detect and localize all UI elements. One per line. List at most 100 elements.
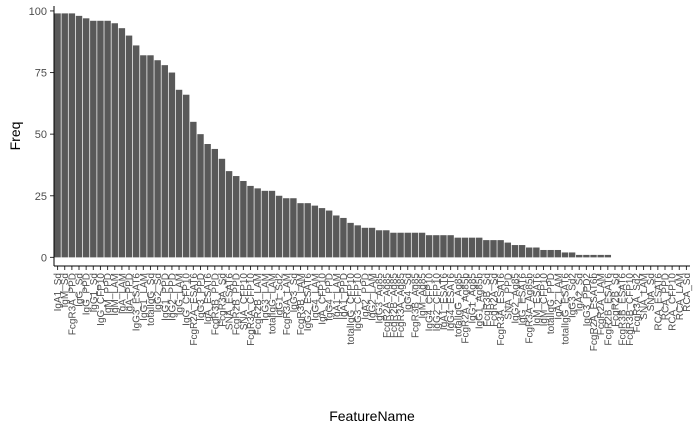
bar: [261, 190, 269, 258]
x-tick-label: FcgR3B_Sd: [482, 273, 493, 327]
x-tick-label: FcgR2B_Ag85: [389, 273, 400, 338]
x-tick-label: IgM_Ag85: [418, 273, 429, 319]
bar: [411, 232, 419, 258]
bar: [461, 237, 469, 258]
bar: [147, 55, 154, 258]
x-tick-label: IgG_CFP10: [96, 273, 107, 326]
x-tick-label: IgG1_Sd2: [275, 273, 286, 318]
x-tick-label: IgG1_PPD: [160, 273, 171, 321]
x-tick-label: IgM_LAM: [110, 273, 121, 316]
bar: [390, 232, 397, 258]
x-tick-label: IgG3_Ag85: [375, 273, 386, 324]
bar: [604, 254, 612, 258]
bar: [568, 252, 576, 258]
bar: [597, 254, 604, 258]
bars-group: [54, 13, 612, 258]
x-tick-label: IgG1_Sd: [89, 273, 100, 312]
bar: [504, 242, 511, 258]
bar: [90, 20, 97, 258]
bar: [125, 35, 133, 258]
bar: [54, 13, 61, 258]
x-tick-label: IgG_LAM: [175, 273, 186, 315]
x-tick-label: SNA_ESAT6: [225, 273, 236, 330]
bar: [533, 247, 540, 258]
bar: [161, 65, 168, 258]
x-tick-label: RCA_PPD: [660, 273, 671, 320]
bar: [275, 195, 283, 258]
x-tick-label: IgG_ESAT6: [518, 273, 529, 326]
x-tick-label: FcgR3A_LAM: [282, 273, 293, 335]
bar: [118, 28, 126, 258]
x-tick-label: IgG4_PPD: [325, 273, 336, 321]
x-tick-label: FcgR2B_ESAT6: [603, 273, 614, 346]
bar: [61, 13, 68, 258]
bar: [233, 176, 240, 258]
x-tick-label: IgA_LAM: [117, 273, 128, 314]
bar: [526, 247, 533, 258]
y-tick-label: 0: [41, 252, 47, 264]
x-tick-label: IgG4_Sd: [403, 273, 414, 312]
x-tick-label: FcgR2A_LAM: [596, 273, 607, 335]
x-tick-label: IgG2_PPD: [167, 273, 178, 321]
x-tick-label: FcgR2A_ESAT6: [189, 273, 200, 346]
x-tick-label: FcgR3B_ESAT6: [618, 273, 629, 346]
x-tick-label: SNA_PPD: [503, 273, 514, 320]
x-tick-label: SNA_Sd: [646, 273, 657, 311]
bar: [218, 158, 226, 258]
bar: [268, 190, 276, 258]
x-tick-label: totalIgG_PPD: [546, 273, 557, 334]
x-tick-label: FcgR3B_LAM: [296, 273, 307, 335]
bar: [454, 237, 461, 258]
x-tick-label: FcgR3B_CFP10: [625, 273, 636, 346]
bar: [440, 235, 447, 258]
bar: [483, 240, 490, 258]
bar: [361, 227, 369, 258]
x-tick-label: IgA2_LAM: [553, 273, 564, 320]
bar: [283, 198, 290, 258]
x-tick-label: IgG3_CFP10: [353, 273, 364, 332]
x-tick-label: RCA_LAM: [675, 273, 686, 320]
bar: [175, 89, 183, 258]
bar: [333, 215, 340, 258]
x-tick-label: RCA_CFP10: [668, 273, 679, 331]
x-tick-label: IgA2_PPD: [360, 273, 371, 320]
x-tick-label: IgG2_ESAT6: [303, 273, 314, 332]
x-tick-label: IgA_ESAT6: [203, 273, 214, 325]
x-tick-label: IgA1_ESAT6: [439, 273, 450, 331]
x-tick-label: IgG4_CFP10: [425, 273, 436, 332]
bar: [318, 208, 326, 258]
x-tick-label: FcgR2A_Sd: [489, 273, 500, 327]
x-tick-label: IgG4_ESAT6: [446, 273, 457, 332]
x-tick-label: IgG1_LAM: [139, 273, 150, 321]
bar: [111, 23, 118, 258]
x-tick-label: FcgR3A_Ag85: [396, 273, 407, 338]
bar: [576, 254, 583, 258]
x-tick-label: IgM_PPD: [103, 273, 114, 316]
x-tick-label: FcgR3A_ESAT6: [496, 273, 507, 346]
bar: [290, 198, 297, 258]
bar: [383, 230, 390, 258]
bar: [475, 237, 483, 258]
bar: [132, 45, 140, 258]
x-tick-label: FcgR3B_PPD: [210, 273, 221, 335]
bar: [540, 249, 547, 258]
bar: [97, 20, 104, 258]
x-tick-label: IgG2_Ag85: [510, 273, 521, 324]
x-tick-label: IgG_CFP10: [182, 273, 193, 326]
x-tick-label: IgG3_PPD2: [582, 273, 593, 327]
x-tick-label: IgG2_Sd: [153, 273, 164, 312]
y-tick-label: 50: [35, 129, 47, 141]
bar: [68, 13, 76, 258]
x-tick-label: SNA_CFP10: [239, 273, 250, 331]
bar: [82, 18, 90, 258]
bar: [354, 225, 361, 258]
x-tick-label: IgG1_Ag85b: [475, 273, 486, 330]
x-tick-label: FcgR2B_PPD: [232, 273, 243, 335]
x-tick-label: FcgR3A_Ag85b: [525, 273, 536, 344]
x-tick-label: IgG3_PPD: [196, 273, 207, 321]
bar: [254, 188, 261, 258]
x-axis-ticks: IgA1_SdIgM_SdFcgR3A_PPDIgG_SdIgG_PPDIgG1…: [53, 266, 693, 351]
bar: [518, 245, 526, 258]
bar: [311, 205, 319, 258]
